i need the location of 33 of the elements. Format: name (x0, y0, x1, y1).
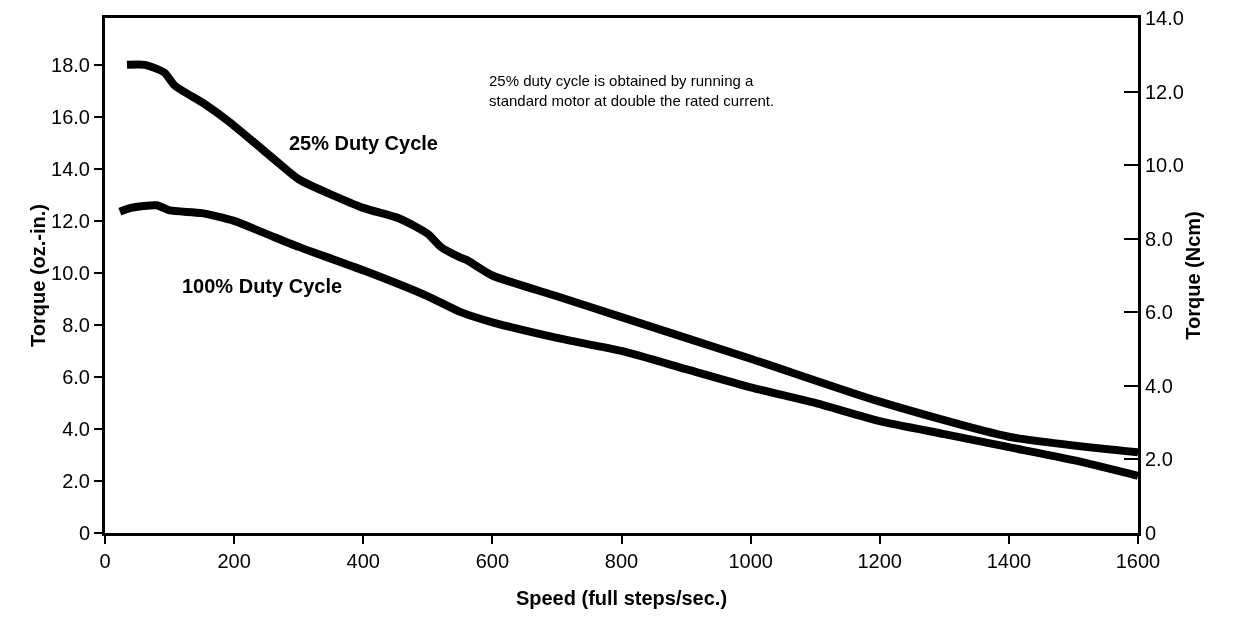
y-tick-label: 0 (78, 522, 90, 544)
y-tick-label: 14.0 (51, 157, 90, 180)
x-tick-label: 800 (604, 550, 639, 572)
y2-tick-label: 0 (1145, 522, 1157, 544)
x-tick-label: 400 (346, 550, 380, 572)
y-tick-label: 2.0 (62, 469, 90, 492)
series-label: 25% Duty Cycle (289, 132, 438, 154)
y2-tick-label: 6.0 (1145, 301, 1173, 324)
y2-tick-label: 14.0 (1145, 7, 1184, 29)
y-axis-title: Torque (oz.-in.) (27, 204, 50, 347)
annotation: 25% duty cycle is obtained by running a standard motor at double the rated current. (489, 72, 775, 109)
series-label: 100% Duty Cycle (182, 275, 343, 297)
y-tick-label: 18.0 (51, 53, 90, 76)
x-tick-label: 1000 (728, 550, 773, 572)
x-axis-title: Speed (full steps/sec.) (515, 587, 728, 609)
y2-tick-label: 12.0 (1145, 80, 1184, 103)
y2-tick-label: 8.0 (1145, 227, 1173, 250)
x-tick-label: 1400 (986, 550, 1032, 572)
y-tick-label: 8.0 (62, 313, 90, 336)
x-tick-label: 200 (217, 550, 251, 572)
y-tick-label: 6.0 (62, 365, 90, 388)
x-tick-label: 600 (475, 550, 510, 572)
y-tick-label: 10.0 (51, 261, 90, 284)
x-tick-label: 1200 (857, 550, 902, 572)
y-tick-label: 12.0 (51, 209, 90, 232)
y-tick-label: 16.0 (51, 105, 90, 128)
y2-tick-label: 10.0 (1145, 154, 1184, 177)
y-tick-label: 4.0 (62, 417, 90, 440)
y2-tick-label: 4.0 (1145, 374, 1173, 397)
x-tick-label: 1600 (1115, 550, 1161, 572)
x-tick-label: 0 (99, 550, 111, 572)
y2-axis-title: Torque (Ncm) (1182, 211, 1204, 340)
y2-tick-label: 2.0 (1145, 448, 1173, 471)
